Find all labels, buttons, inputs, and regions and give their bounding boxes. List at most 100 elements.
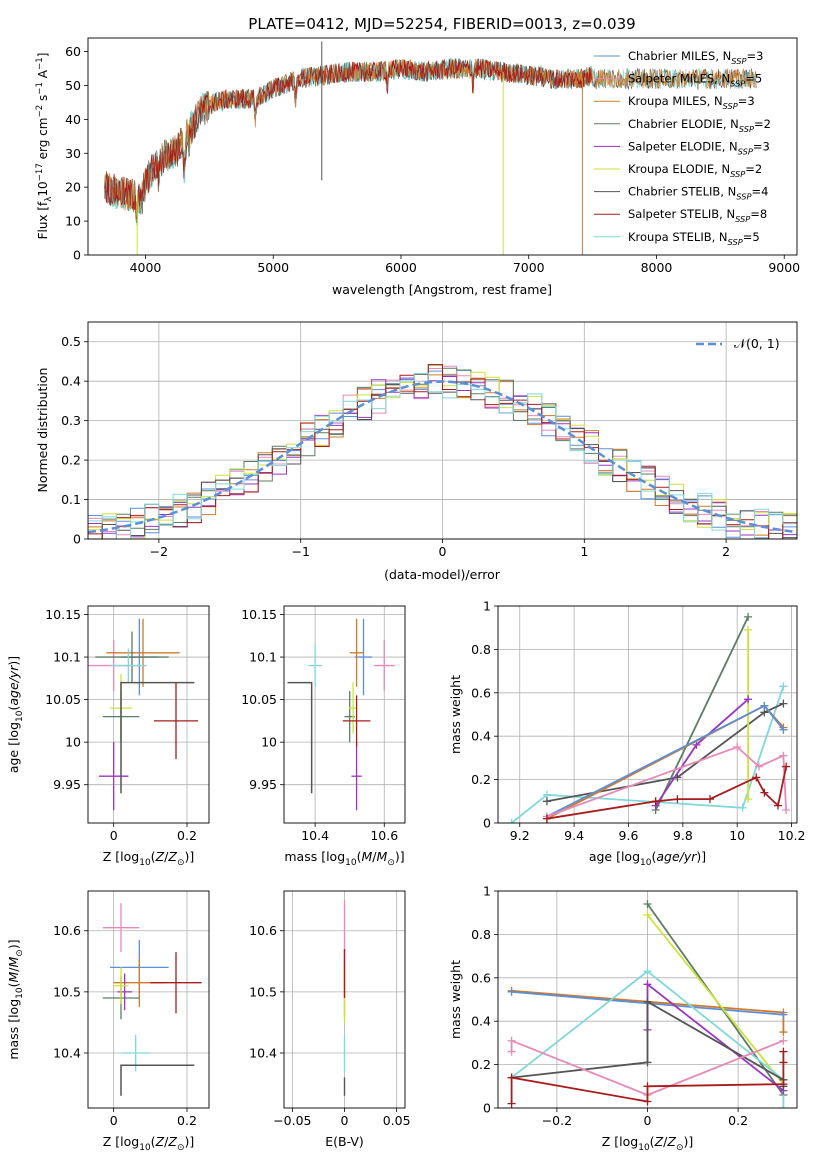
spectrum-panel: 4000 5000 6000 7000 8000 9000 0 10 20 30 40 50 60 wav… <box>35 37 800 297</box>
weight-line-chabrier-elodie <box>654 616 749 811</box>
axes-frame <box>283 605 406 824</box>
weight-marker-salpeter-stelib <box>760 788 769 797</box>
residuals-panel: −2 −1 0 1 2 0 0.1 0.2 0.3 0.4 0.5 (data-model)/erro… <box>35 321 798 582</box>
normal-reference-curve <box>88 380 797 534</box>
x-tick-label: 5000 <box>257 260 289 275</box>
weight-marker-salpeter-miles <box>507 1047 516 1056</box>
plot-area <box>507 900 788 1108</box>
x-tick-label: 9.4 <box>564 828 584 843</box>
weight-vs-age-panel: 9.2 9.4 9.6 9.8 10 10.2 0 0.2 0.4 0.6 0.8 1 age [log… <box>448 599 805 869</box>
y-tick-label: 40 <box>65 112 81 127</box>
legend-label-kroupa-stelib: Kroupa STELIB, NSSP=5 <box>628 230 760 247</box>
axes-frame <box>87 605 210 824</box>
weight-marker-kroupa-stelib <box>738 803 747 812</box>
figure-title: PLATE=0412, MJD=52254, FIBERID=0013, z=0… <box>248 15 635 33</box>
weight-marker-kroupa-stelib <box>779 1104 788 1108</box>
y-axis-label: Normed distribution <box>35 368 50 493</box>
y-tick-label: 0.4 <box>61 374 81 389</box>
x-tick-label: 4000 <box>130 260 162 275</box>
weight-marker-kroupa-stelib <box>507 819 516 823</box>
weight-marker-chabrier-elodie <box>744 612 753 621</box>
plot-area <box>88 618 198 811</box>
weight-marker-salpeter-miles <box>507 1036 516 1045</box>
x-axis-label: E(B-V) <box>325 1134 364 1149</box>
x-tick-label: 0.2 <box>728 1113 748 1128</box>
weight-marker-salpeter-stelib <box>779 1047 788 1056</box>
x-tick-label: 9000 <box>768 260 800 275</box>
y-tick-label: 0.4 <box>471 1014 491 1029</box>
weight-marker-salpeter-stelib <box>643 1082 652 1091</box>
y-axis-label: mass weight <box>448 960 463 1039</box>
x-tick-label: 1 <box>580 544 588 559</box>
x-axis-label: age [log10(age/yr)] <box>589 849 706 868</box>
weight-marker-salpeter-miles <box>733 743 742 752</box>
y-tick-label: 0 <box>483 1101 491 1116</box>
weight-line-kroupa-stelib <box>511 686 785 823</box>
x-tick-label: 0 <box>341 1113 349 1128</box>
x-tick-label: 10.4 <box>301 828 329 843</box>
errorbar-corner-chabrier-stelib <box>120 1064 195 1096</box>
weight-marker-salpeter-miles <box>782 805 791 814</box>
weight-marker-chabrier-miles <box>779 1010 788 1019</box>
y-tick-label: 10.6 <box>53 923 81 938</box>
y-tick-label: 10.1 <box>249 650 277 665</box>
legend-label-chabrier-miles: Chabrier MILES, NSSP=3 <box>628 49 763 66</box>
weight-line-salpeter-miles <box>510 1039 784 1096</box>
y-tick-label: 10.4 <box>249 1045 277 1060</box>
weight-marker-chabrier-stelib <box>542 797 551 806</box>
weight-marker-chabrier-elodie <box>643 900 652 909</box>
x-tick-label: 2 <box>722 544 730 559</box>
weight-line-chabrier-stelib <box>546 702 784 803</box>
spectrum-line-kroupa-miles <box>104 58 593 223</box>
x-tick-label: 0.05 <box>383 1113 411 1128</box>
weight-marker-chabrier-stelib <box>779 699 788 708</box>
y-tick-label: 9.95 <box>249 777 277 792</box>
legend-label-salpeter-elodie: Salpeter ELODIE, NSSP=3 <box>628 139 770 156</box>
x-tick-label: 10 <box>729 828 745 843</box>
y-tick-label: 10.15 <box>241 607 277 622</box>
legend-label-chabrier-elodie: Chabrier ELODIE, NSSP=2 <box>628 117 771 134</box>
mass-vs-extinction-panel: −0.05 0 0.05 10.4 10.5 10.6 E(B-V) <box>249 890 411 1149</box>
x-tick-label: 10.6 <box>370 828 398 843</box>
y-tick-label: 0 <box>73 248 81 263</box>
y-tick-label: 50 <box>65 78 81 93</box>
age-vs-mass-panel: 10.4 10.6 9.95 10 10.05 10.1 10.15 mass [log10(… <box>241 605 406 868</box>
weight-marker-salpeter-stelib <box>673 795 682 804</box>
histogram-kroupa-stelib <box>88 372 797 539</box>
y-tick-label: 0 <box>483 816 491 831</box>
weight-marker-salpeter-miles <box>779 751 788 760</box>
weight-marker-salpeter-stelib <box>782 762 791 771</box>
legend-label-salpeter-stelib: Salpeter STELIB, NSSP=8 <box>628 207 767 224</box>
y-tick-label: 60 <box>65 44 81 59</box>
x-tick-label: 0.2 <box>177 1113 197 1128</box>
y-tick-label: 0.5 <box>61 334 81 349</box>
x-tick-label: 0 <box>644 1113 652 1128</box>
y-tick-label: 9.95 <box>53 777 81 792</box>
y-axis-label: age [log10(age/yr)] <box>6 656 25 773</box>
y-tick-label: 0.1 <box>61 492 81 507</box>
axes-frame <box>87 37 798 256</box>
y-tick-label: 0.8 <box>471 927 491 942</box>
legend-label-kroupa-elodie: Kroupa ELODIE, NSSP=2 <box>628 162 762 179</box>
weight-marker-salpeter-stelib <box>643 1097 652 1106</box>
legend-label-chabrier-stelib: Chabrier STELIB, NSSP=4 <box>628 185 768 202</box>
y-tick-label: 0.8 <box>471 642 491 657</box>
weight-marker-chabrier-stelib <box>643 1058 652 1067</box>
y-tick-label: 20 <box>65 180 81 195</box>
y-tick-label: 10 <box>65 214 81 229</box>
weight-vs-metallicity-panel: −0.2 0 0.2 0 0.2 0.4 0.6 0.8 1 Z [log10(Z/Z⊙)] mas… <box>448 884 798 1153</box>
y-tick-label: 0 <box>73 532 81 547</box>
y-tick-label: 0.2 <box>471 1057 491 1072</box>
age-vs-metallicity-panel: 0 0.2 9.95 10 10.05 10.1 10.15 Z [log10(Z/Z⊙)] a… <box>6 605 210 868</box>
x-tick-label: 7000 <box>513 260 545 275</box>
weight-marker-salpeter-stelib <box>752 773 761 782</box>
weight-marker-salpeter-stelib <box>779 1058 788 1067</box>
weight-marker-salpeter-elodie <box>643 980 652 989</box>
weight-line-salpeter-stelib <box>546 766 787 820</box>
y-tick-label: 10.15 <box>45 607 81 622</box>
x-axis-label: wavelength [Angstrom, rest frame] <box>332 282 552 297</box>
weight-marker-salpeter-miles <box>779 1036 788 1045</box>
weight-marker-kroupa-elodie <box>643 910 652 919</box>
x-axis-label: Z [log10(Z/Z⊙)] <box>602 1134 694 1153</box>
